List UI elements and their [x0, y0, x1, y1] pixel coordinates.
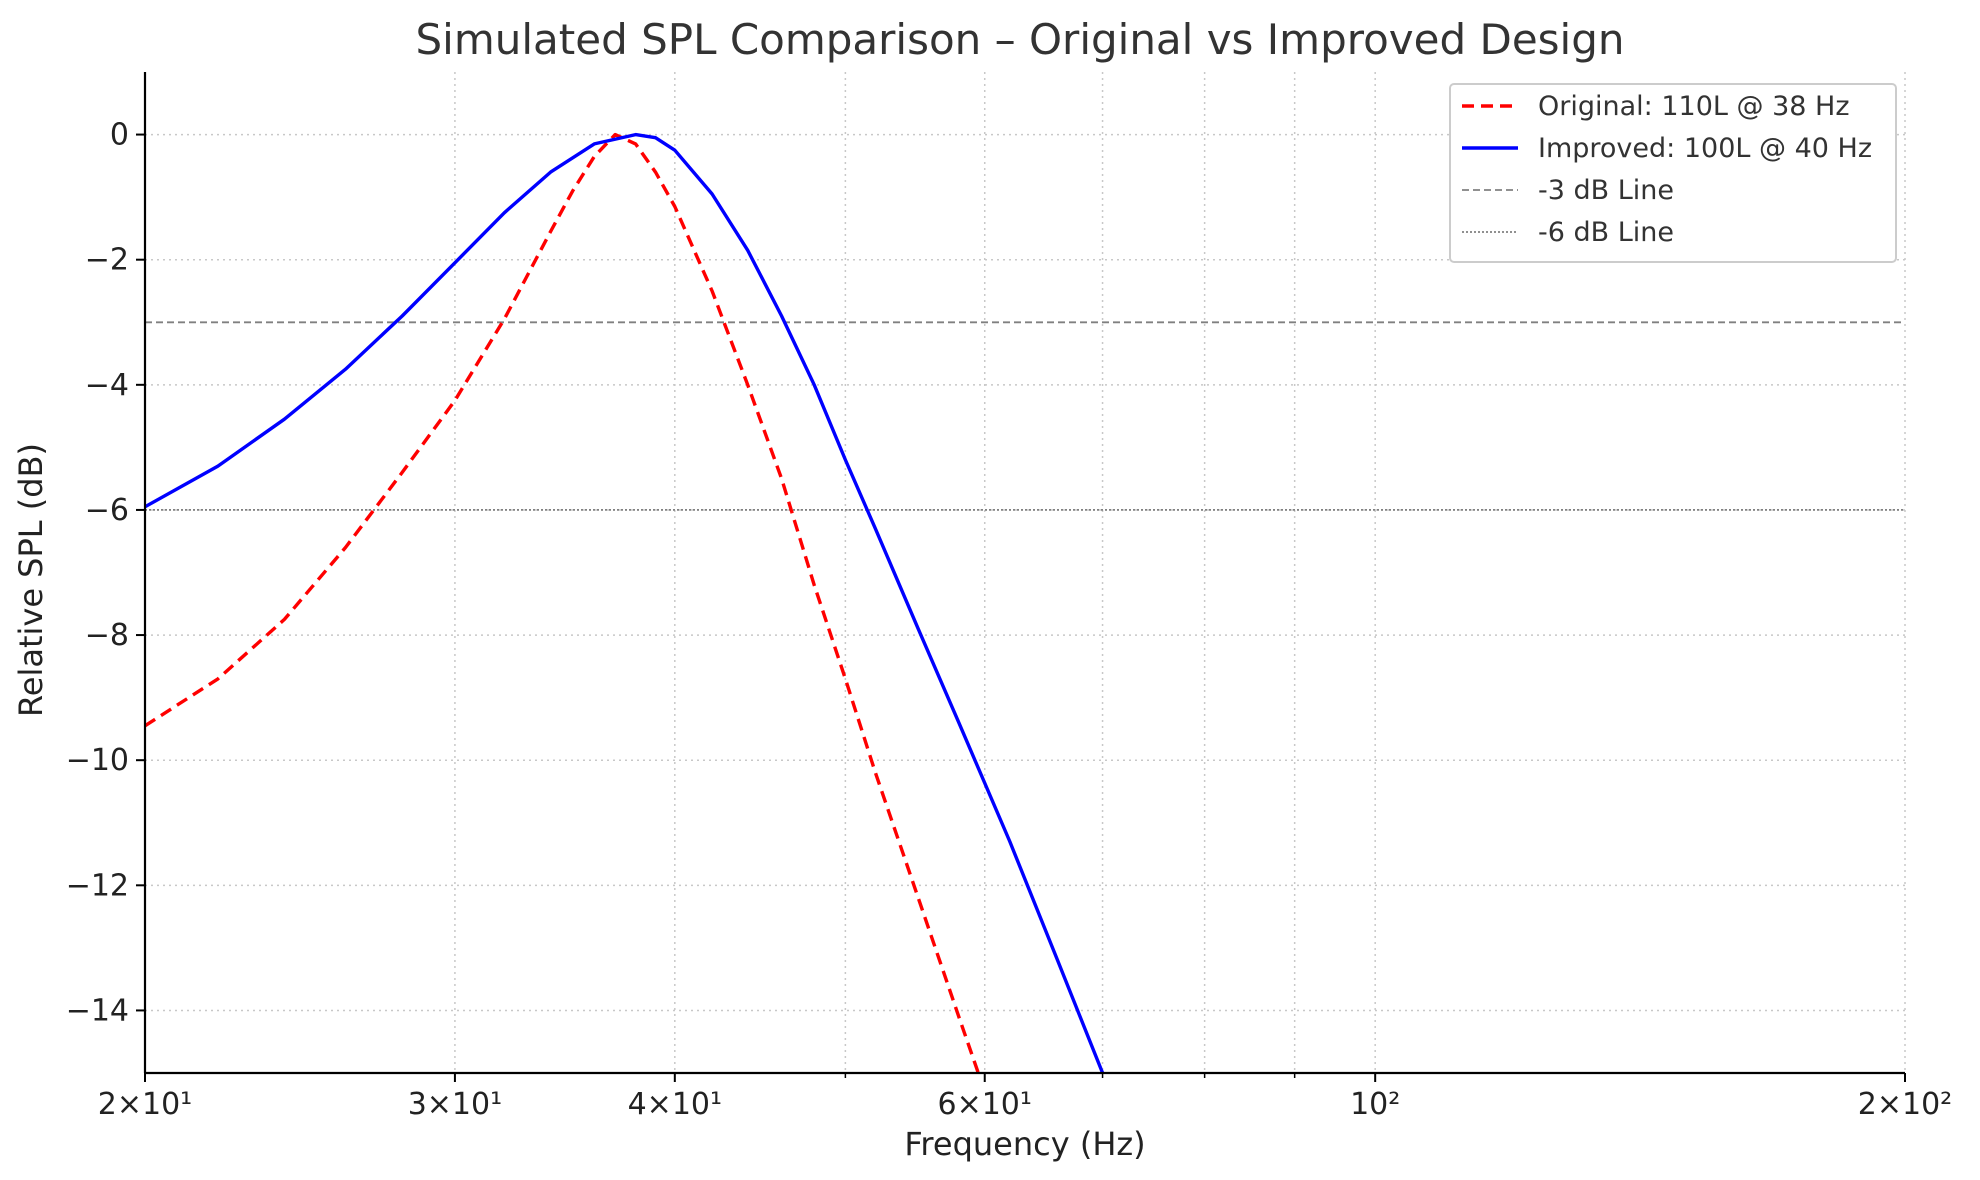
- x-axis-label: Frequency (Hz): [904, 1125, 1145, 1163]
- x-tick-label: 3×10¹: [408, 1087, 502, 1122]
- legend-box: [1449, 83, 1897, 263]
- chart-title: Simulated SPL Comparison – Original vs I…: [416, 15, 1625, 64]
- y-tick-label: −2: [85, 243, 129, 278]
- y-axis-label: Relative SPL (dB): [12, 443, 50, 717]
- legend-label: Original: 110L @ 38 Hz: [1538, 91, 1850, 122]
- y-tick-label: −8: [85, 618, 129, 653]
- x-tick-label: 6×10¹: [938, 1087, 1032, 1122]
- y-tick-label: −14: [66, 993, 129, 1028]
- x-tick-label: 2×10²: [1858, 1087, 1952, 1122]
- x-tick-label: 10²: [1350, 1087, 1400, 1122]
- y-tick-label: 0: [110, 118, 129, 153]
- y-tick-label: −12: [66, 868, 129, 903]
- legend: Original: 110L @ 38 Hz Improved: 100L @ 4…: [1449, 83, 1897, 263]
- legend-label: -6 dB Line: [1538, 217, 1674, 248]
- x-tick-label: 2×10¹: [98, 1087, 192, 1122]
- legend-label: -3 dB Line: [1538, 175, 1674, 206]
- series-line-0: [145, 132, 980, 1073]
- y-tick-label: −4: [85, 368, 129, 403]
- y-tick-label: −6: [85, 493, 129, 528]
- legend-label: Improved: 100L @ 40 Hz: [1538, 133, 1872, 164]
- plot-lines: [145, 132, 1905, 1073]
- series-line-1: [145, 132, 1105, 1073]
- x-tick-label: 4×10¹: [628, 1087, 722, 1122]
- axis-ticks: 2×10¹ 3×10¹ 4×10¹ 6×10¹ 10² 2×10² 0 −2 −4 −6 −8 −10…: [66, 72, 1952, 1122]
- y-tick-label: −10: [66, 743, 129, 778]
